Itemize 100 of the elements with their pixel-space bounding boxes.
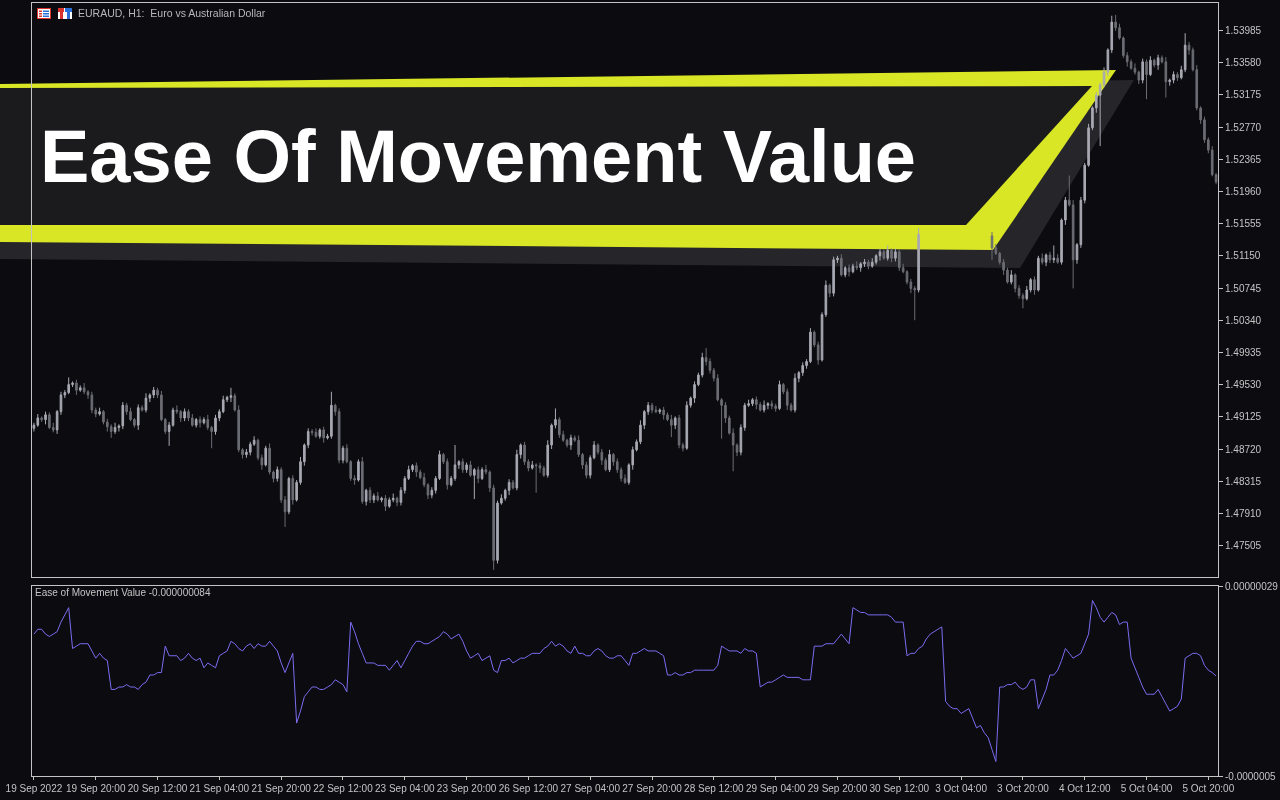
x-tick-label: 3 Oct 04:00 (935, 783, 988, 794)
candlestick (337, 407, 341, 464)
candlestick (1037, 255, 1040, 293)
candlestick (511, 479, 515, 491)
candlestick (894, 248, 897, 262)
candlestick (677, 414, 681, 449)
y-tick-label: 1.52770 (1225, 121, 1262, 133)
y-tick-label: 1.53580 (1225, 57, 1262, 69)
candlestick (384, 494, 387, 512)
x-tick-label: 5 Oct 04:00 (1120, 783, 1173, 794)
candlestick (608, 449, 611, 473)
candlestick (364, 488, 368, 506)
candlestick (755, 396, 758, 410)
candlestick (198, 415, 202, 429)
candlestick (1164, 56, 1168, 99)
candlestick (376, 491, 380, 502)
candlestick (658, 407, 662, 415)
candlestick (465, 462, 468, 474)
candlestick (372, 493, 376, 504)
candlestick (191, 413, 194, 428)
candlestick (152, 386, 155, 399)
candlestick (322, 426, 325, 444)
candlestick (1010, 269, 1013, 285)
x-tick-label: 4 Oct 12:00 (1058, 783, 1112, 794)
candlestick (1056, 253, 1059, 265)
x-tick-label: 27 Sep 20:00 (622, 783, 683, 794)
candlestick (480, 466, 484, 481)
candlestick (1152, 58, 1156, 68)
candlestick (48, 411, 51, 430)
text: Ease Of Movement Value (40, 115, 917, 198)
x-tick-label: 30 Sep 12:00 (869, 783, 930, 794)
candlestick (395, 496, 399, 507)
candlestick (144, 392, 148, 413)
candlestick (670, 414, 673, 438)
candlestick (314, 427, 318, 439)
candlestick (44, 411, 47, 425)
line-series (33, 599, 1217, 763)
candlestick (840, 253, 843, 277)
y-tick-label: 1.48720 (1225, 443, 1262, 455)
candlestick (874, 253, 878, 266)
x-tick-label: 26 Sep 12:00 (498, 783, 559, 794)
candlestick (878, 248, 882, 262)
candlestick (542, 465, 546, 478)
candlestick (990, 231, 994, 261)
candlestick (287, 476, 291, 515)
y-tick-label: -0.0000005 (1225, 770, 1277, 782)
candlestick (847, 264, 851, 277)
x-tick-label: 22 Sep 12:00 (313, 783, 374, 794)
candlestick (828, 283, 832, 298)
x-tick-label: 5 Oct 20:00 (1182, 783, 1235, 794)
candlestick (534, 462, 538, 494)
candlestick (867, 259, 870, 270)
candlestick (380, 496, 383, 503)
y-tick-label: 1.51555 (1225, 218, 1262, 230)
chart-subtitle: EURAUD, H1: Euro vs Australian Dollar (78, 7, 266, 19)
candlestick (774, 403, 777, 413)
x-tick-label: 23 Sep 20:00 (436, 783, 497, 794)
x-tick-label: 29 Sep 04:00 (745, 783, 806, 794)
x-tick-label: 19 Sep 2022 (5, 783, 63, 794)
candlestick (229, 387, 233, 403)
candlestick (461, 458, 465, 474)
x-tick-label: 27 Sep 04:00 (560, 783, 621, 794)
candlestick (82, 382, 86, 395)
candlestick (36, 413, 40, 428)
y-tick-label: 1.50340 (1225, 314, 1262, 326)
candlestick (843, 265, 847, 278)
candlestick (75, 379, 78, 396)
x-tick-label: 21 Sep 20:00 (251, 783, 312, 794)
x-tick-label: 3 Oct 20:00 (997, 783, 1050, 794)
candlestick (766, 401, 770, 410)
candlestick (851, 263, 855, 274)
candlestick (1141, 58, 1144, 84)
candlestick (870, 257, 874, 269)
candlestick (1176, 71, 1179, 82)
candlestick (778, 380, 781, 411)
x-tick-label: 20 Sep 12:00 (127, 783, 188, 794)
y-tick-label: 1.52365 (1225, 153, 1262, 165)
candlestick (140, 404, 144, 413)
candlestick (1156, 54, 1160, 71)
x-tick-label: 29 Sep 20:00 (807, 783, 868, 794)
candlestick (109, 423, 113, 439)
candlestick (882, 248, 886, 261)
candlestick (179, 409, 183, 423)
y-tick-label: 1.51150 (1225, 250, 1261, 262)
candlestick (1145, 58, 1148, 100)
candlestick (415, 462, 418, 478)
candlestick (40, 415, 43, 423)
candlestick (473, 467, 476, 500)
candlestick (276, 465, 279, 483)
x-tick-label: 21 Sep 04:00 (189, 783, 250, 794)
candlestick (291, 474, 295, 506)
candlestick (762, 400, 766, 413)
candlestick (1149, 55, 1152, 77)
candlestick (886, 244, 890, 262)
y-tick-label: 1.51960 (1225, 185, 1262, 197)
candlestick (685, 400, 689, 451)
y-tick-label: 1.50745 (1225, 282, 1262, 294)
candlestick (357, 458, 360, 483)
candlestick (310, 428, 314, 436)
candlestick (388, 497, 391, 509)
